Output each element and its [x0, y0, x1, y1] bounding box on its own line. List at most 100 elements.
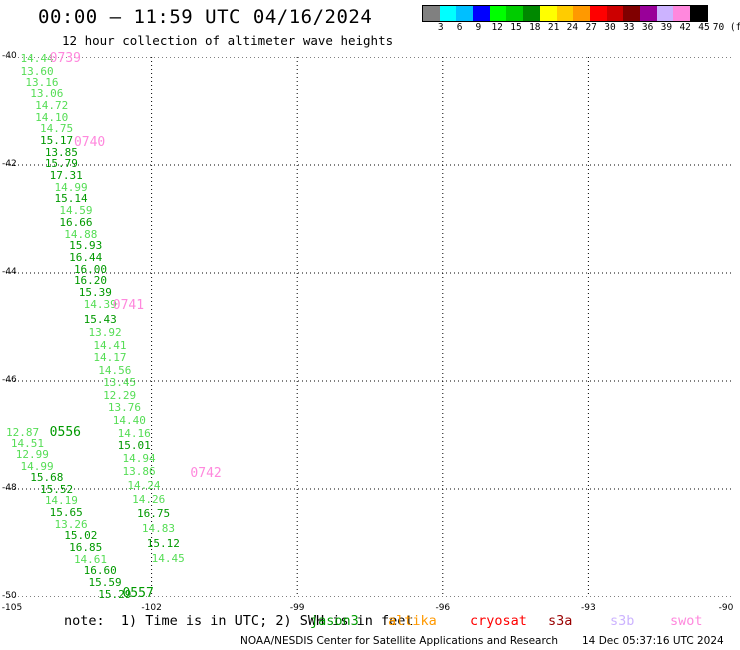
- legend-swatch: [573, 6, 590, 21]
- wave-height-point: 14.16: [117, 426, 151, 440]
- wave-height-point: 14.39: [83, 297, 117, 311]
- credit-line: NOAA/NESDIS Center for Satellite Applica…: [240, 635, 558, 647]
- wave-height-point: 14.59: [59, 204, 93, 218]
- legend-swatch: [489, 6, 507, 21]
- wave-height-point: 14.26: [132, 492, 166, 506]
- wave-height-point: 14.99: [20, 459, 54, 473]
- wave-height-point: 13.16: [25, 75, 59, 89]
- wave-height-point: 14.51: [10, 437, 44, 451]
- wave-height-point: 15.43: [83, 313, 117, 327]
- wave-height-point: 14.83: [141, 522, 176, 536]
- wave-height-point: 14.75: [39, 122, 74, 136]
- legend-swatch: [589, 6, 607, 21]
- map-grid: [6, 57, 734, 597]
- wave-height-point: 15.79: [44, 157, 78, 171]
- wave-height-point: 15.14: [54, 192, 88, 206]
- legend-label: 15: [510, 22, 522, 33]
- pass-time-label: 0740: [73, 135, 106, 151]
- map-title: 00:00 — 11:59 UTC 04/16/2024: [38, 6, 373, 28]
- wave-height-point: 15.17: [39, 134, 74, 148]
- legend-swatch: [623, 6, 640, 21]
- y-tick-label: -50: [2, 591, 17, 601]
- pass-time-label: 0741: [112, 298, 145, 314]
- wave-height-point: 14.40: [112, 414, 146, 428]
- wave-height-point: 12.87: [6, 426, 40, 440]
- legend-swatch: [439, 6, 457, 21]
- satellite-s3a: s3a: [548, 613, 573, 629]
- wave-height-point: 14.88: [64, 227, 98, 241]
- wave-height-point: 15.12: [146, 537, 180, 550]
- wave-height-point: 13.60: [20, 65, 54, 79]
- wave-height-point: 13.45: [103, 376, 137, 390]
- wave-height-point: 16.60: [83, 564, 117, 577]
- pass-time-label: 0556: [49, 425, 81, 441]
- wave-height-point: 14.61: [73, 552, 108, 566]
- legend-swatch: [656, 6, 674, 21]
- footnote: note: 1) Time is in UTC; 2) SWH is in fe…: [64, 613, 414, 629]
- legend-label: 42: [679, 22, 691, 33]
- wave-height-point: 14.99: [54, 180, 88, 194]
- wave-height-point: 14.10: [35, 110, 69, 124]
- legend-label: 30: [604, 22, 616, 33]
- wave-height-point: 15.65: [49, 506, 83, 520]
- timestamp: 14 Dec 05:37:16 UTC 2024: [582, 635, 724, 647]
- wave-height-point: 16.00: [73, 262, 108, 276]
- x-tick-label: -96: [435, 603, 451, 613]
- color-scale-legend: [422, 5, 708, 22]
- pass-time-label: 0557: [122, 585, 154, 601]
- pass-time-label: 0742: [190, 465, 222, 481]
- wave-height-point: 14.17: [93, 350, 127, 364]
- legend-swatch: [456, 6, 474, 21]
- legend-label: 27: [585, 22, 597, 33]
- wave-height-point: 13.85: [44, 146, 78, 160]
- legend-swatch: [606, 6, 624, 21]
- wave-height-point: 14.72: [35, 98, 69, 112]
- satellite-altika: altika: [388, 613, 437, 629]
- map-plot-area: 14.44 13.60 13.16 13.06 14.72 14.10 14.75 15.17…: [6, 52, 734, 601]
- legend-label: 45: [698, 22, 710, 33]
- satellite-swot: swot: [670, 613, 703, 629]
- wave-height-point: 14.24: [127, 478, 161, 492]
- legend-swatch: [673, 6, 690, 21]
- wave-height-point: 14.41: [93, 338, 127, 352]
- legend-label: 9: [475, 22, 482, 33]
- wave-height-point: 14.56: [98, 363, 132, 377]
- wave-height-point: 13.86: [122, 465, 156, 479]
- legend-label: 24: [566, 22, 579, 33]
- legend-swatch: [690, 6, 707, 21]
- satellite-jason3: jason3: [310, 613, 359, 629]
- wave-height-point: 16.85: [69, 540, 103, 554]
- satellite-cryosat: cryosat: [470, 613, 527, 629]
- legend-label: 36: [641, 22, 654, 33]
- legend-swatch: [539, 6, 557, 21]
- legend-swatch: [639, 6, 657, 21]
- wave-height-point: 15.93: [69, 239, 103, 253]
- x-tick-label: -105: [1, 603, 23, 613]
- legend-label: 39: [660, 22, 673, 33]
- legend-swatch: [523, 6, 540, 21]
- wave-height-point: 14.44: [20, 52, 54, 66]
- legend-swatch: [556, 6, 574, 21]
- legend-label: 70 (ft): [712, 22, 740, 33]
- wave-height-point: 14.94: [122, 452, 156, 466]
- y-tick-label: -44: [2, 267, 17, 277]
- legend-swatch: [473, 6, 490, 21]
- wave-height-point: 13.76: [107, 400, 142, 414]
- wave-height-point: 13.92: [88, 325, 122, 339]
- legend-swatch: [506, 6, 524, 21]
- x-tick-label: -93: [581, 603, 596, 613]
- wave-height-point: 15.68: [30, 471, 64, 485]
- x-tick-label: -99: [289, 603, 305, 613]
- wave-height-point: 14.19: [44, 494, 78, 508]
- legend-label: 3: [437, 22, 444, 33]
- legend-label: 21: [547, 22, 560, 33]
- wave-height-point: 17.31: [49, 169, 83, 183]
- wave-height-point: 12.29: [103, 389, 137, 403]
- legend-label: 12: [491, 22, 503, 33]
- legend-swatch: [423, 6, 440, 21]
- map-subtitle: 12 hour collection of altimeter wave hei…: [62, 33, 394, 48]
- wave-height-point: 16.44: [69, 250, 103, 264]
- wave-height-point: 16.20: [73, 274, 108, 288]
